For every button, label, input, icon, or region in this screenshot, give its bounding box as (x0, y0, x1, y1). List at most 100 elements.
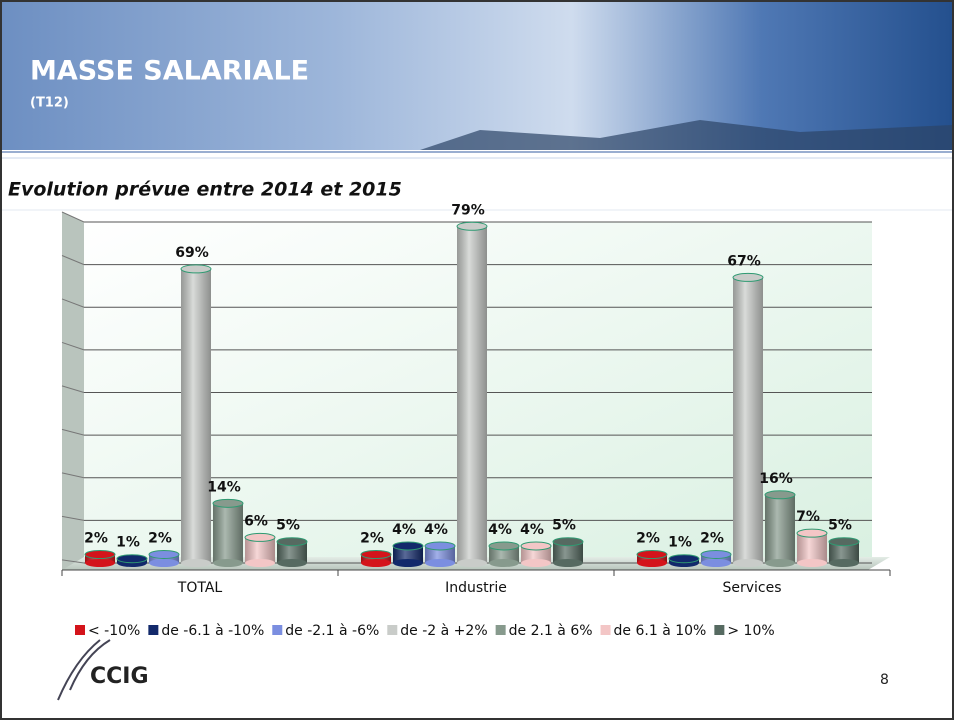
bar-base (213, 559, 243, 567)
bar-cap (456, 221, 488, 231)
grid-line-side (61, 385, 85, 393)
data-label: 2% (360, 530, 384, 546)
data-label: 2% (84, 530, 108, 546)
bar (732, 272, 764, 567)
grid-line-side (61, 472, 85, 479)
bar-cap (148, 549, 180, 559)
bar-base (425, 559, 455, 567)
bar (520, 541, 552, 567)
data-label: 1% (116, 535, 140, 551)
data-label: 2% (148, 530, 172, 546)
bar-cap (700, 549, 732, 559)
grid-line-side (61, 298, 85, 308)
legend-label: de -6.1 à -10% (161, 623, 264, 639)
grid-line-side (61, 211, 85, 223)
x-tick-label: Industrie (445, 580, 507, 596)
data-label: 5% (552, 518, 576, 534)
data-label: 2% (636, 530, 660, 546)
bar (668, 554, 700, 567)
bar-shade (425, 545, 455, 563)
bar-shade (797, 533, 827, 563)
bar-shade (733, 277, 763, 563)
bar-base (765, 559, 795, 567)
bar (700, 549, 732, 567)
bar-cap (552, 537, 584, 547)
bar-cap (392, 541, 424, 551)
bar-base (393, 559, 423, 567)
legend-swatch (148, 625, 159, 635)
bar (796, 528, 828, 567)
slide-code: (T12) (30, 96, 69, 111)
bar-shade (765, 494, 795, 563)
data-label: 14% (207, 479, 241, 495)
data-label: 79% (451, 202, 485, 218)
data-label: 4% (520, 522, 544, 538)
legend-swatch (714, 625, 725, 635)
bar-cap (732, 272, 764, 282)
bar (828, 537, 860, 567)
bar (424, 541, 456, 567)
bar (116, 554, 148, 567)
grid-line-side (61, 255, 85, 266)
data-label: 6% (244, 513, 268, 529)
bar-base (701, 559, 731, 567)
bar-cap (488, 541, 520, 551)
data-label: 2% (700, 530, 724, 546)
bar (456, 221, 488, 567)
bar (244, 532, 276, 567)
logo-swoosh (57, 639, 111, 701)
bar-cap (276, 537, 308, 547)
bar (636, 549, 668, 567)
data-label: 5% (276, 518, 300, 534)
bar-cap (520, 541, 552, 551)
bar (552, 537, 584, 567)
data-label: 7% (796, 509, 820, 525)
legend-swatch (387, 625, 398, 635)
bar-shade (521, 545, 551, 563)
bar-cap (244, 532, 276, 542)
bar-base (149, 559, 179, 567)
legend-label: de 2.1 à 6% (509, 623, 593, 639)
data-label: 4% (424, 522, 448, 538)
bar-shade (553, 541, 583, 563)
bar-shade (829, 541, 859, 563)
bar (148, 549, 180, 567)
bar-cap (764, 490, 796, 500)
legend-swatch (272, 625, 283, 635)
bar-shade (489, 545, 519, 563)
bar-base (361, 559, 391, 567)
legend-label: de 6.1 à 10% (614, 623, 707, 639)
bar-cap (796, 528, 828, 538)
bar-base (489, 559, 519, 567)
bar-cap (180, 264, 212, 274)
bar-shade (393, 545, 423, 563)
legend-label: > 10% (727, 623, 774, 639)
bar (180, 264, 212, 567)
bar (764, 490, 796, 567)
legend-label: de -2.1 à -6% (285, 623, 379, 639)
data-label: 4% (488, 522, 512, 538)
bar-cap (668, 554, 700, 564)
bar-base (797, 559, 827, 567)
bar-cap (828, 537, 860, 547)
bar-base (277, 559, 307, 567)
bar-cap (116, 554, 148, 564)
bar-base (521, 559, 551, 567)
bar (276, 537, 308, 567)
bar-base (637, 559, 667, 567)
slide-title: MASSE SALARIALE (30, 56, 309, 87)
legend-label: < -10% (88, 623, 140, 639)
bar-cap (424, 541, 456, 551)
bar-shade (213, 503, 243, 563)
bar-shade (457, 226, 487, 563)
data-label: 1% (668, 535, 692, 551)
grid-line-side (61, 559, 85, 564)
bar-base (85, 559, 115, 567)
legend-swatch (600, 625, 611, 635)
bar (488, 541, 520, 567)
x-tick-label: TOTAL (177, 580, 223, 596)
bar (84, 549, 116, 567)
page-number: 8 (880, 672, 889, 688)
bar-cap (360, 549, 392, 559)
